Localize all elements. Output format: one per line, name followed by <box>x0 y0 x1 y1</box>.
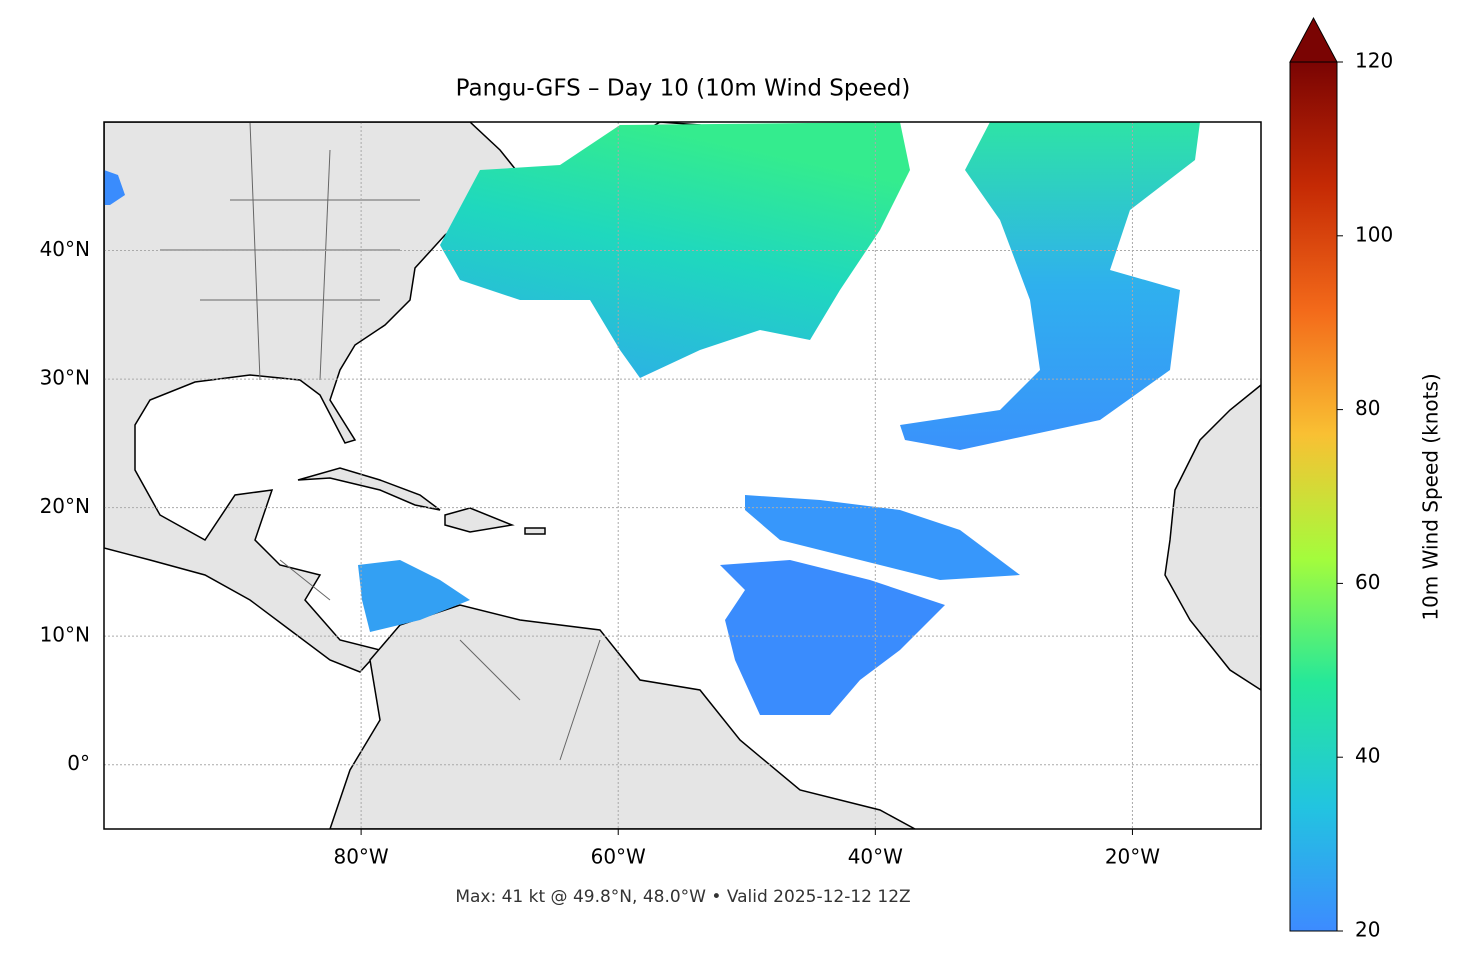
hispaniola <box>444 507 515 533</box>
x-tick-label: 20°W <box>1105 845 1160 869</box>
colorbar-tick-label: 40 <box>1355 744 1380 768</box>
colorbar-tick-label: 60 <box>1355 570 1380 594</box>
x-tick-label: 60°W <box>591 845 646 869</box>
colorbar <box>1289 61 1338 932</box>
y-tick-label: 10°N <box>40 623 90 647</box>
y-tick-label: 40°N <box>40 237 90 261</box>
y-tick-label: 20°N <box>40 494 90 518</box>
colorbar-label: 10m Wind Speed (knots) <box>1419 373 1443 620</box>
cuba <box>297 467 441 511</box>
colorbar-tick-label: 120 <box>1355 49 1393 73</box>
wind-area <box>440 122 910 378</box>
y-tick-label: 0° <box>67 751 90 775</box>
borders <box>160 122 601 761</box>
y-tick-label: 30°N <box>40 366 90 390</box>
south-america <box>329 604 916 829</box>
wind-area <box>745 495 1020 580</box>
wind-area <box>720 560 945 715</box>
map-area <box>104 122 1261 829</box>
north-america <box>104 122 522 673</box>
map-title: Pangu-GFS – Day 10 (10m Wind Speed) <box>456 76 911 102</box>
puerto-rico <box>524 527 546 535</box>
africa <box>1164 384 1261 691</box>
map-frame <box>103 121 1262 830</box>
colorbar-tick-label: 80 <box>1355 396 1380 420</box>
map-footer: Max: 41 kt @ 49.8°N, 48.0°W • Valid 2025… <box>455 887 910 907</box>
x-tick-label: 40°W <box>848 845 903 869</box>
wind-area <box>104 170 125 205</box>
x-tick-label: 80°W <box>333 845 388 869</box>
colorbar-tick-label: 100 <box>1355 222 1393 246</box>
wind-area <box>900 122 1200 450</box>
colorbar-extension <box>1289 16 1338 63</box>
colorbar-tick-label: 20 <box>1355 918 1380 942</box>
wind-area <box>358 560 470 632</box>
